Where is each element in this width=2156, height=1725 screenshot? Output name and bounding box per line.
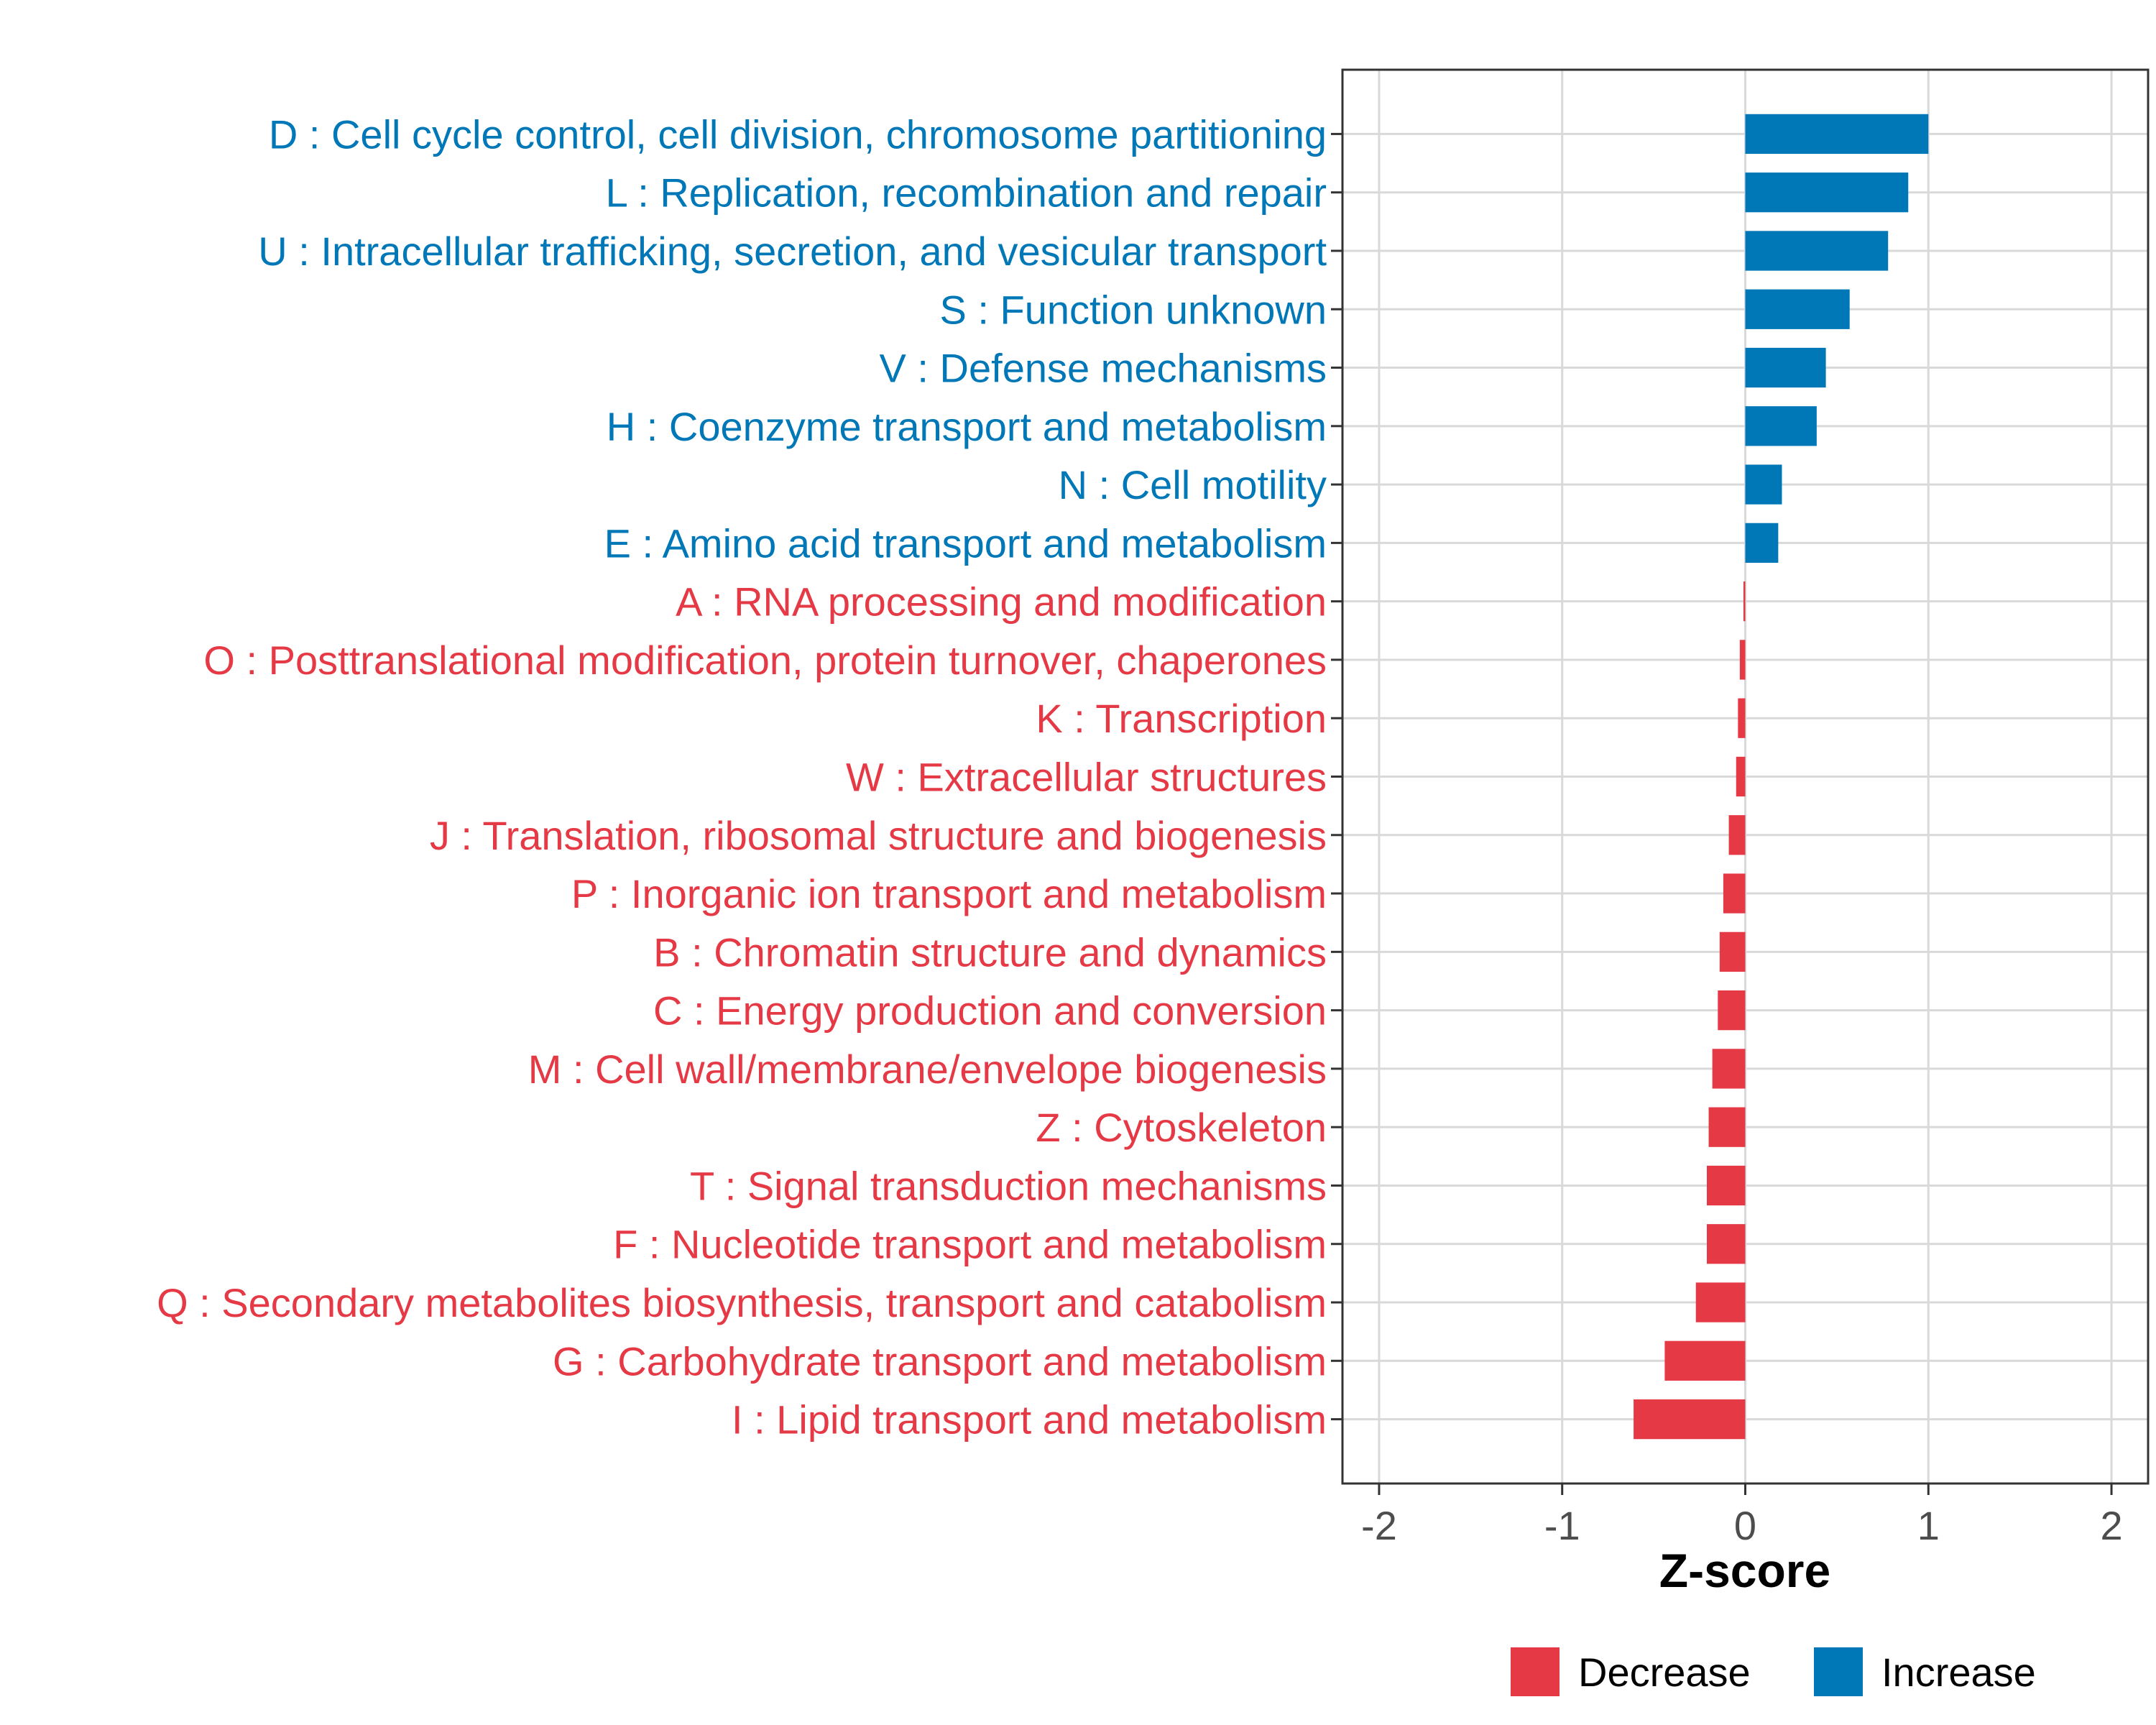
bar-w	[1736, 756, 1746, 797]
bar-t	[1706, 1165, 1746, 1206]
bar-n	[1745, 464, 1782, 505]
x-tick-label: 2	[2100, 1503, 2122, 1548]
category-label: U : Intracellular trafficking, secretion…	[258, 229, 1327, 274]
y-axis: D : Cell cycle control, cell division, c…	[157, 111, 1342, 1443]
category-label: D : Cell cycle control, cell division, c…	[269, 111, 1327, 157]
category-label: F : Nucleotide transport and metabolism	[613, 1222, 1327, 1267]
bar-g	[1664, 1340, 1746, 1381]
category-label: B : Chromatin structure and dynamics	[653, 929, 1327, 975]
x-tick-label: -1	[1544, 1503, 1580, 1548]
x-axis-title: Z-score	[1659, 1544, 1830, 1597]
bar-u	[1745, 231, 1889, 271]
x-tick-label: 0	[1734, 1503, 1756, 1548]
bar-q	[1695, 1282, 1746, 1322]
bars	[1634, 114, 1929, 1440]
x-axis: -2 -1 0 1 2	[1361, 1484, 2123, 1548]
category-label: S : Function unknown	[939, 287, 1327, 332]
category-label: Z : Cytoskeleton	[1036, 1105, 1327, 1150]
bar-e	[1745, 523, 1779, 564]
category-label: O : Posttranslational modification, prot…	[203, 638, 1327, 683]
category-label: W : Extracellular structures	[846, 755, 1327, 800]
legend: Decrease Increase	[1511, 1647, 2036, 1696]
bar-c	[1718, 990, 1746, 1031]
bar-i	[1634, 1399, 1746, 1440]
bar-v	[1745, 347, 1826, 388]
category-label: I : Lipid transport and metabolism	[732, 1397, 1327, 1443]
x-tick-label: -2	[1361, 1503, 1397, 1548]
category-label: N : Cell motility	[1059, 462, 1327, 507]
category-label: H : Coenzyme transport and metabolism	[607, 404, 1327, 449]
category-label: C : Energy production and conversion	[653, 988, 1327, 1034]
legend-key-increase	[1814, 1647, 1863, 1696]
category-label: L : Replication, recombination and repai…	[606, 170, 1327, 216]
bar-h	[1745, 406, 1817, 446]
category-label: V : Defense mechanisms	[880, 346, 1327, 391]
legend-key-decrease	[1511, 1647, 1560, 1696]
x-tick-label: 1	[1917, 1503, 1940, 1548]
bar-o	[1739, 640, 1746, 680]
bar-d	[1745, 114, 1929, 155]
category-label: T : Signal transduction mechanisms	[690, 1163, 1327, 1208]
bar-p	[1723, 873, 1746, 914]
category-label: J : Translation, ribosomal structure and…	[430, 813, 1327, 858]
bar-a	[1743, 581, 1746, 622]
category-label: M : Cell wall/membrane/envelope biogenes…	[528, 1046, 1327, 1092]
bar-f	[1706, 1224, 1746, 1264]
category-label: K : Transcription	[1036, 696, 1327, 741]
category-label: A : RNA processing and modification	[676, 579, 1327, 625]
bar-b	[1719, 932, 1746, 972]
bar-l	[1745, 172, 1909, 213]
category-label: P : Inorganic ion transport and metaboli…	[571, 871, 1327, 916]
category-label: G : Carbohydrate transport and metabolis…	[553, 1338, 1327, 1384]
legend-label-decrease: Decrease	[1578, 1650, 1751, 1695]
bar-j	[1728, 815, 1746, 855]
category-label: Q : Secondary metabolites biosynthesis, …	[157, 1280, 1327, 1325]
bar-m	[1712, 1049, 1746, 1089]
legend-label-increase: Increase	[1881, 1650, 2036, 1695]
bar-k	[1738, 698, 1746, 738]
bar-z	[1708, 1107, 1746, 1147]
category-label: E : Amino acid transport and metabolism	[604, 520, 1327, 566]
bar-s	[1745, 289, 1850, 329]
